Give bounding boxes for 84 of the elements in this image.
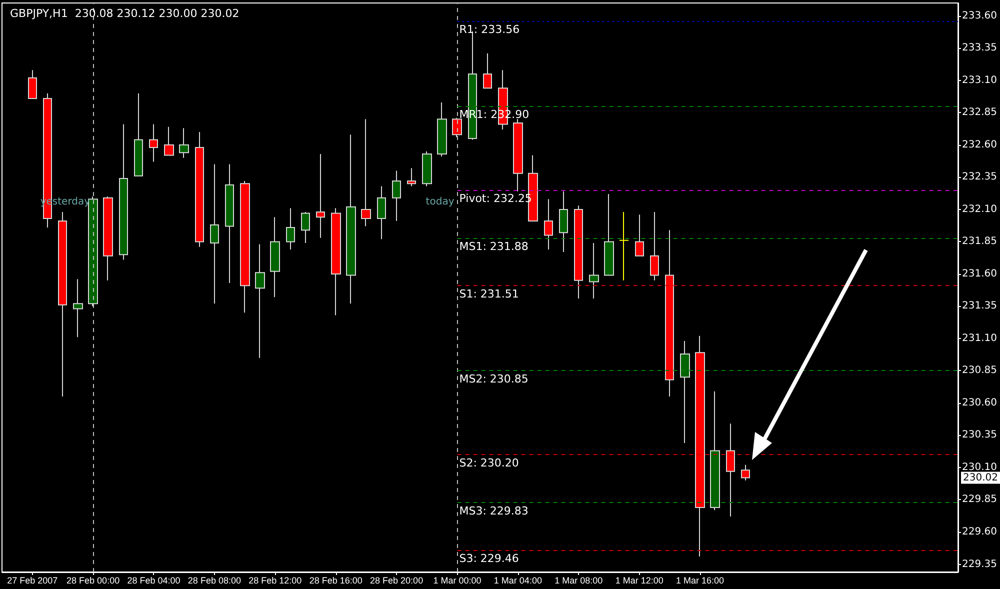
candlestick: [452, 117, 462, 138]
candlestick: [195, 132, 204, 248]
candlestick: [437, 102, 447, 158]
candlestick: [619, 212, 629, 281]
candlestick: [164, 126, 174, 156]
x-tick-label: 28 Feb 00:00: [66, 576, 120, 586]
candlestick: [346, 134, 356, 304]
candlestick: [741, 464, 750, 481]
y-tick-label: 230.60: [962, 397, 998, 408]
y-tick-label: 230.85: [962, 365, 998, 376]
x-tick-label: 27 Feb 2007: [7, 576, 58, 586]
y-tick-label: 230.10: [962, 462, 998, 473]
y-tick-label: 229.85: [962, 494, 998, 506]
x-tick-label: 28 Feb 12:00: [248, 576, 302, 586]
y-tick-label: 232.85: [962, 107, 998, 118]
x-tick-label: 1 Mar 00:00: [433, 576, 482, 586]
candlestick: [726, 423, 735, 518]
candlestick: [574, 205, 583, 299]
candlestick: [225, 164, 234, 284]
candlestick: [270, 216, 280, 298]
candlestick: [179, 128, 189, 158]
candlestick: [513, 118, 523, 192]
candlestick: [28, 70, 37, 99]
y-tick-label: 231.85: [962, 236, 998, 248]
y-tick-label: 233.35: [962, 42, 998, 54]
ref-line-label: MS3: 229.83: [459, 504, 528, 518]
y-tick-label: 232.60: [962, 139, 998, 150]
x-tick-label: 28 Feb 04:00: [127, 576, 180, 586]
candlestick: [483, 52, 492, 89]
ref-line-label: today: [426, 196, 454, 208]
candlestick: [544, 198, 553, 250]
y-tick-label: 231.10: [962, 332, 998, 344]
candlestick: [210, 164, 219, 304]
candlestick: [58, 212, 67, 398]
candlestick: [103, 196, 113, 281]
y-tick-label: 233.10: [962, 74, 998, 86]
candlestick: [665, 230, 674, 398]
chart-title: GBPJPY,H1 230.08 230.12 230.00 230.02: [10, 7, 240, 20]
candlestick: [286, 208, 295, 250]
candlestick: [407, 168, 416, 187]
x-tick-label: 1 Mar 12:00: [615, 576, 664, 586]
candlestick: [316, 153, 325, 238]
candlestick: [422, 150, 432, 187]
candlestick: [377, 186, 386, 240]
candlestick: [680, 340, 690, 444]
candlestick: [695, 335, 705, 558]
x-tick-label: 28 Feb 08:00: [188, 576, 241, 586]
candlestick: [88, 196, 98, 307]
candlestick: [650, 212, 659, 281]
candlestick: [604, 193, 614, 276]
candlestick: [392, 170, 401, 222]
ref-line-label: S3: 229.46: [459, 552, 519, 566]
x-tick-label: 28 Feb 16:00: [309, 576, 362, 586]
y-tick-label: 231.60: [962, 268, 998, 280]
candlestick: [710, 390, 720, 511]
y-tick-label: 229.60: [962, 526, 998, 538]
y-tick-label: 231.35: [962, 300, 998, 312]
ref-line-label: S1: 231.51: [459, 288, 519, 301]
y-tick-label: 229.35: [962, 558, 998, 570]
ref-line-label: S2: 230.20: [459, 456, 519, 470]
candlestick: [119, 124, 128, 260]
candlestick: [361, 118, 371, 227]
candlestick: [301, 212, 310, 244]
y-tick-label: 230.35: [962, 430, 998, 441]
candlestick: [589, 242, 599, 299]
x-tick-label: 1 Mar 04:00: [494, 576, 542, 586]
candlestick: [559, 190, 568, 253]
candlestick: [635, 214, 644, 256]
candlestick: [331, 208, 341, 316]
candlestick: [255, 244, 265, 358]
annotation: 230.02: [963, 472, 998, 484]
candlestick: [149, 124, 158, 162]
x-tick-label: 28 Feb 20:00: [370, 576, 424, 586]
y-tick-label: 233.60: [962, 10, 998, 22]
ref-line-label: R1: 233.56: [459, 23, 520, 36]
candlestick: [134, 92, 143, 176]
x-tick-label: 1 Mar 08:00: [554, 576, 603, 586]
x-tick-label: 1 Mar 16:00: [676, 576, 724, 586]
candlestick: [73, 278, 83, 338]
ref-line-label: MS1: 231.88: [459, 240, 528, 253]
ref-line-label: MS2: 230.85: [459, 372, 528, 386]
candlestick: [240, 180, 250, 314]
y-tick-label: 232.35: [962, 172, 998, 183]
y-tick-label: 232.10: [962, 204, 998, 215]
